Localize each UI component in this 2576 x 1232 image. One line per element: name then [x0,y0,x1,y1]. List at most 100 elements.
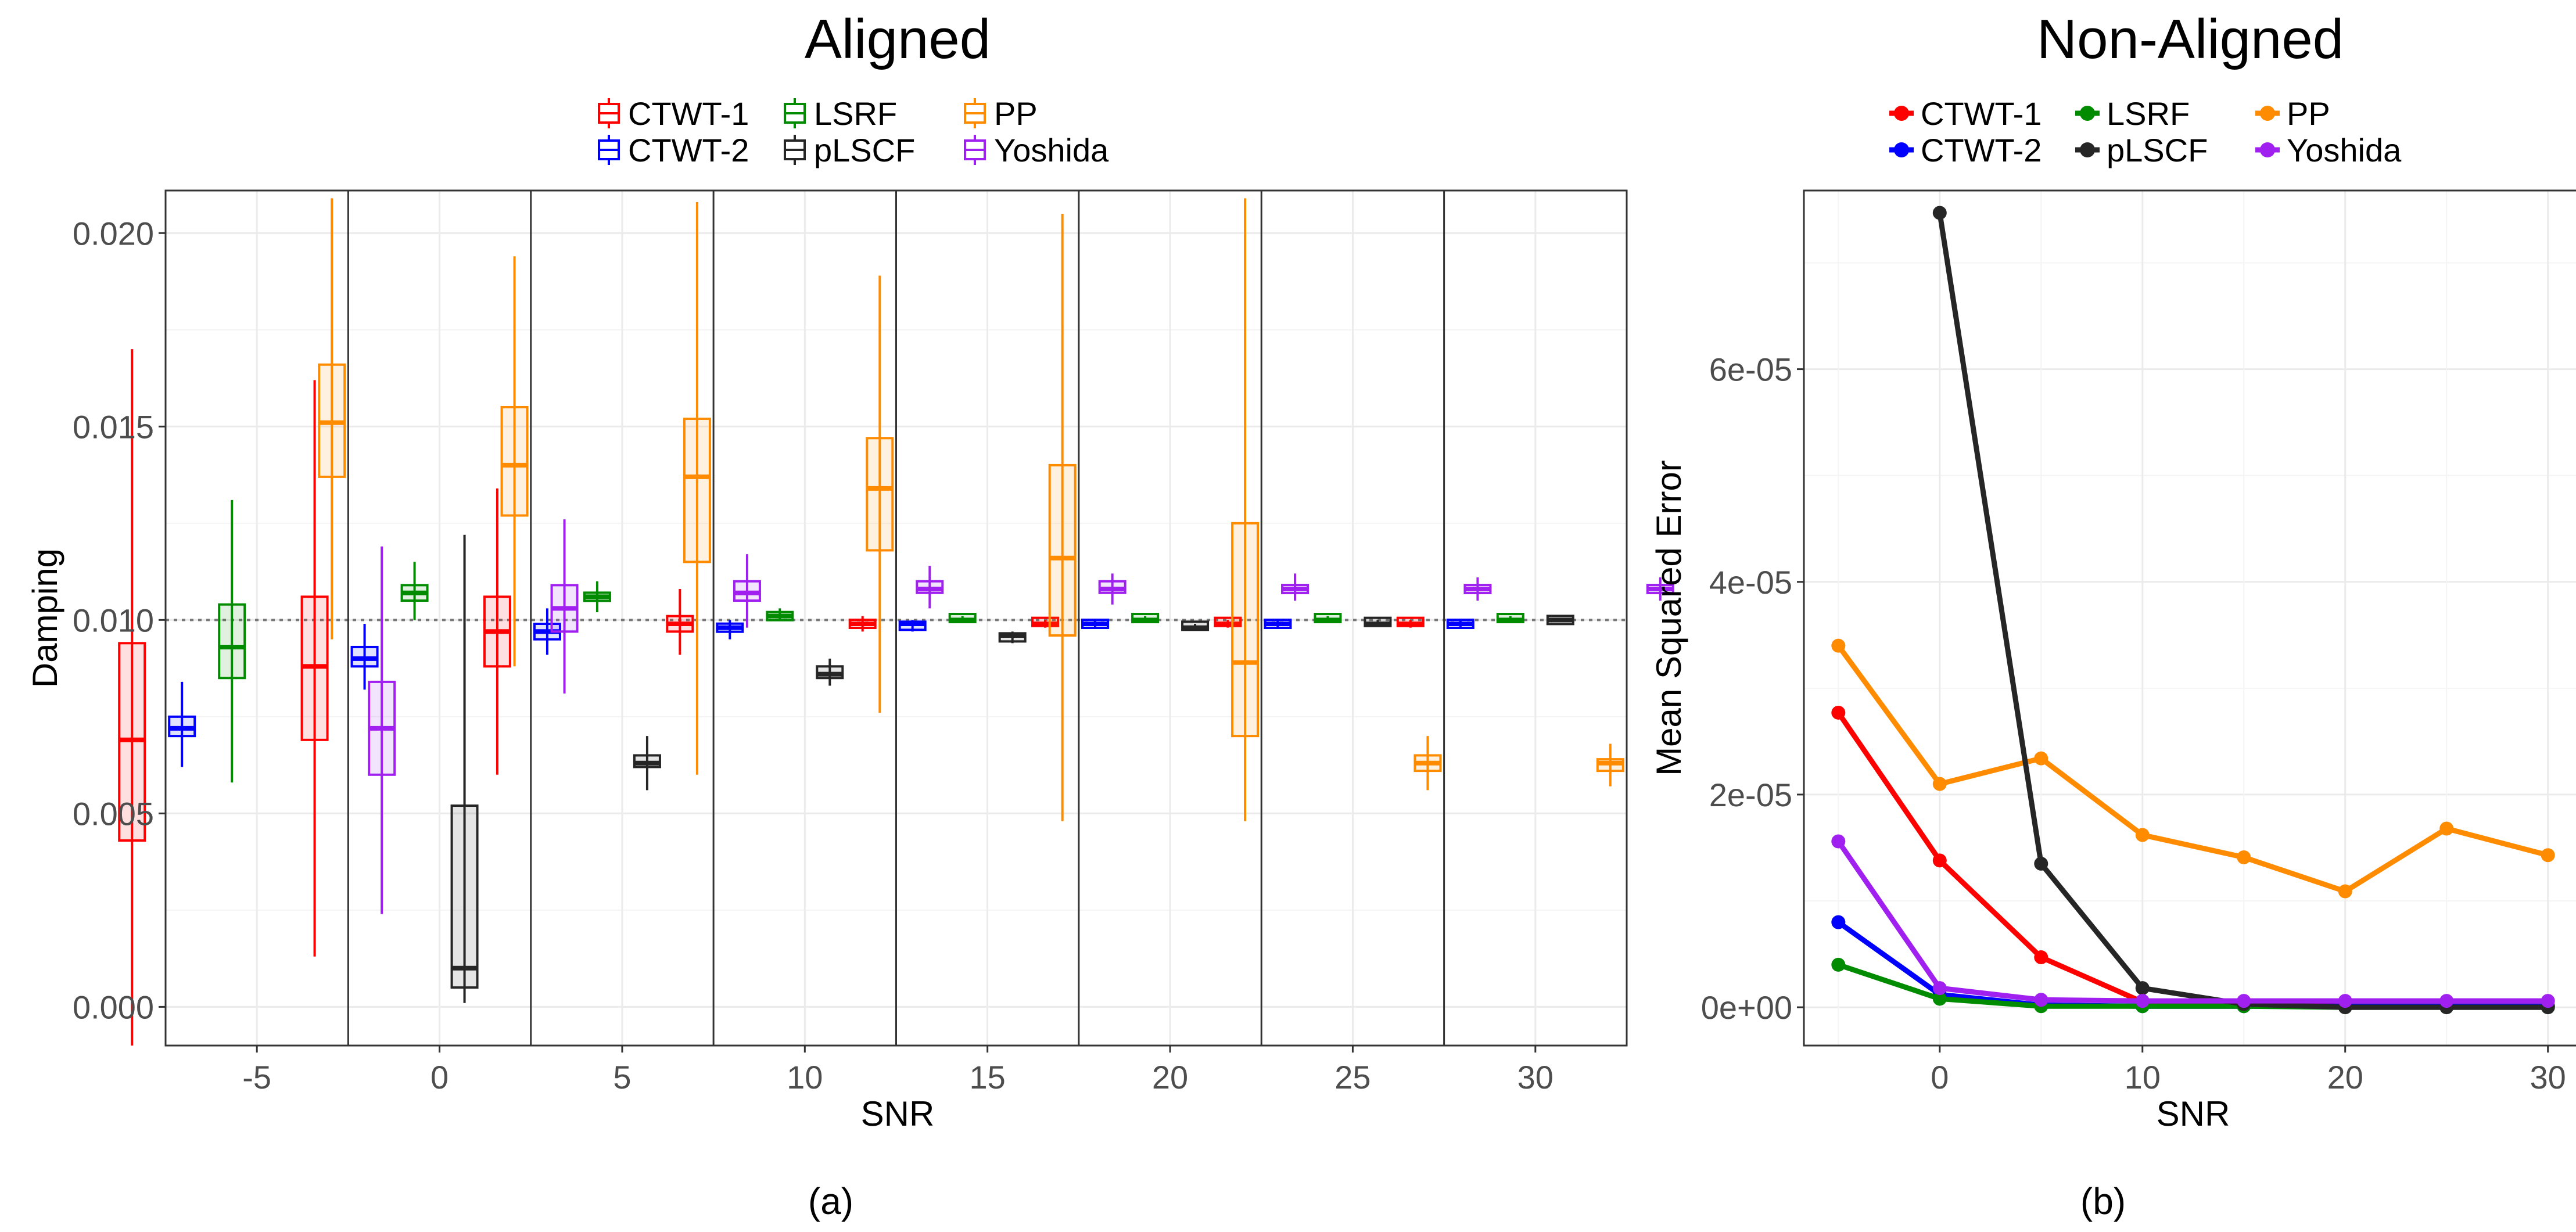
legend-key-marker-yoshida [2260,142,2275,157]
box-ctwt-1-snr-30 [1396,616,1425,628]
x-tick-label-20: 20 [1152,1059,1188,1095]
legend-label-pp: PP [2287,95,2330,132]
point-yoshida-snr-10 [2135,994,2150,1008]
series-pp [1831,638,2555,899]
box-pp-snr-5 [683,202,711,775]
iqr-box-pp [500,405,529,517]
iqr-box-plscf [450,804,479,989]
x-tick-label-0: 0 [1931,1059,1949,1095]
y-tick-label-2e-05: 2e-05 [1709,777,1792,813]
box-ctwt-1-snr-5 [483,488,511,775]
aligned-legend: CTWT-1 LSRF PP CTWT-2 pLSCF Yoshida [598,95,1109,168]
y-tick-label-6e-05: 6e-05 [1709,351,1792,388]
box-plscf-snr-5 [633,736,661,791]
x-tick-label-30: 30 [1517,1059,1554,1095]
aligned-title: Aligned [805,8,991,70]
panel-label-b: (b) [2080,1180,2126,1222]
box-lsrf-snr-0 [400,562,429,620]
point-yoshida-snr-20 [2338,994,2352,1008]
box-yoshida-snr-15 [1098,573,1126,605]
y-tick-label-0e-00: 0e+00 [1701,989,1792,1026]
box-plscf-snr-10 [816,658,844,686]
legend-key-marker-plscf [2080,142,2095,157]
x-tick-label-30: 30 [2530,1059,2566,1095]
aligned-plot-border [164,189,1628,1047]
box-ctwt-1-snr-10 [666,589,694,655]
legend-label-yoshida: Yoshida [2287,132,2402,168]
point-yoshida-snr-30 [2541,994,2555,1008]
nonaligned-plot-background [1804,191,2576,1046]
x-tick-label-5: 5 [613,1059,631,1095]
box-pp-snr-10 [866,275,894,713]
box-lsrf-snr-30 [1496,613,1524,623]
box-yoshida-snr-20 [1281,573,1309,601]
nonaligned-x-axis-label: SNR [2157,1094,2230,1133]
box-ctwt-1-snr-5 [118,349,146,1046]
point-lsrf-snr-5 [1831,957,1846,972]
box-plscf-snr-20 [1181,620,1210,631]
box-yoshida-snr-5 [733,554,761,628]
x-tick-label-20: 20 [2327,1059,2363,1095]
legend-label-ctwt-1: CTWT-1 [1921,95,2042,132]
iqr-box-pp [683,417,711,563]
legend-label-lsrf: LSRF [814,95,897,132]
aligned-x-axis-label: SNR [861,1094,935,1133]
line-pp [1836,644,2549,895]
aligned-boxes [118,198,1674,1046]
aligned-y-ticks: 0.000 0.005 0.010 0.015 0.020 [73,215,166,1025]
x-tick-label-10: 10 [2125,1059,2161,1095]
box-ctwt-2-snr-30 [1446,618,1474,629]
box-pp-snr-20 [1231,198,1260,821]
point-pp-snr-15 [2237,850,2251,864]
box-pp-snr-30 [1596,743,1624,786]
point-ctwt-1-snr-5 [2034,950,2048,965]
box-pp-snr-15 [1048,213,1077,821]
nonaligned-legend: CTWT-1 LSRF PP CTWT-2 pLSCF Yoshida [1889,95,2402,168]
box-ctwt-1-snr-25 [1214,616,1242,628]
iqr-box-pp [1048,464,1077,637]
point-yoshida-snr-5 [2034,993,2048,1007]
box-ctwt-2-snr-0 [350,623,379,690]
box-plscf-snr-30 [1546,615,1574,626]
box-lsrf-snr-20 [1131,613,1160,623]
point-yoshida-snr-25 [2439,994,2454,1008]
legend-key-marker-ctwt-1 [1894,106,1909,121]
box-pp-snr-5 [318,198,346,640]
box-yoshida-snr-10 [916,566,944,609]
legend-label-ctwt-1: CTWT-1 [628,95,749,132]
box-ctwt-1-snr-15 [848,616,877,632]
legend-label-plscf: pLSCF [814,132,915,168]
box-plscf-snr-15 [998,631,1027,644]
panel-label-a: (a) [808,1180,853,1222]
point-lsrf-snr-0 [1932,992,1947,1006]
box-ctwt-2-snr-10 [716,620,744,640]
x-tick-label-5: -5 [242,1059,271,1095]
point-ctwt-2-snr-5 [1831,915,1846,929]
legend-label-pp: PP [994,95,1038,132]
box-ctwt-2-snr-15 [898,620,927,632]
box-ctwt-2-snr-5 [168,681,196,767]
box-ctwt-2-snr-25 [1264,618,1292,629]
aligned-facet-separators [347,191,1445,1046]
x-tick-label-10: 10 [787,1059,823,1095]
point-pp-snr-10 [2135,828,2150,842]
point-pp-snr-20 [2338,884,2352,899]
point-plscf-snr-0 [1932,206,1947,220]
legend-label-ctwt-2: CTWT-2 [1921,132,2042,168]
y-tick-label-4e-05: 4e-05 [1709,564,1792,601]
point-pp-snr-5 [2034,751,2048,766]
point-pp-snr-30 [2541,848,2555,863]
aligned-y-axis-label: Damping [26,548,64,688]
aligned-x-ticks: -5 0 5 10 15 20 25 30 [242,1046,1554,1095]
y-tick-label-0-020: 0.020 [73,215,154,252]
x-tick-label-15: 15 [970,1059,1006,1095]
y-tick-label-0-005: 0.005 [73,795,154,832]
point-yoshida-snr-15 [2237,994,2251,1008]
nonaligned-line-panel: Non-Aligned CTWT-1 LSRF PP CTWT-2 pLSCF Yoshi… [1649,8,2576,1222]
box-plscf-snr-0 [450,534,479,1003]
x-tick-label-0: 0 [430,1059,449,1095]
box-yoshida-snr-5 [368,546,396,914]
point-pp-snr-5 [1831,638,1846,653]
nonaligned-plot-border [1803,189,2576,1047]
